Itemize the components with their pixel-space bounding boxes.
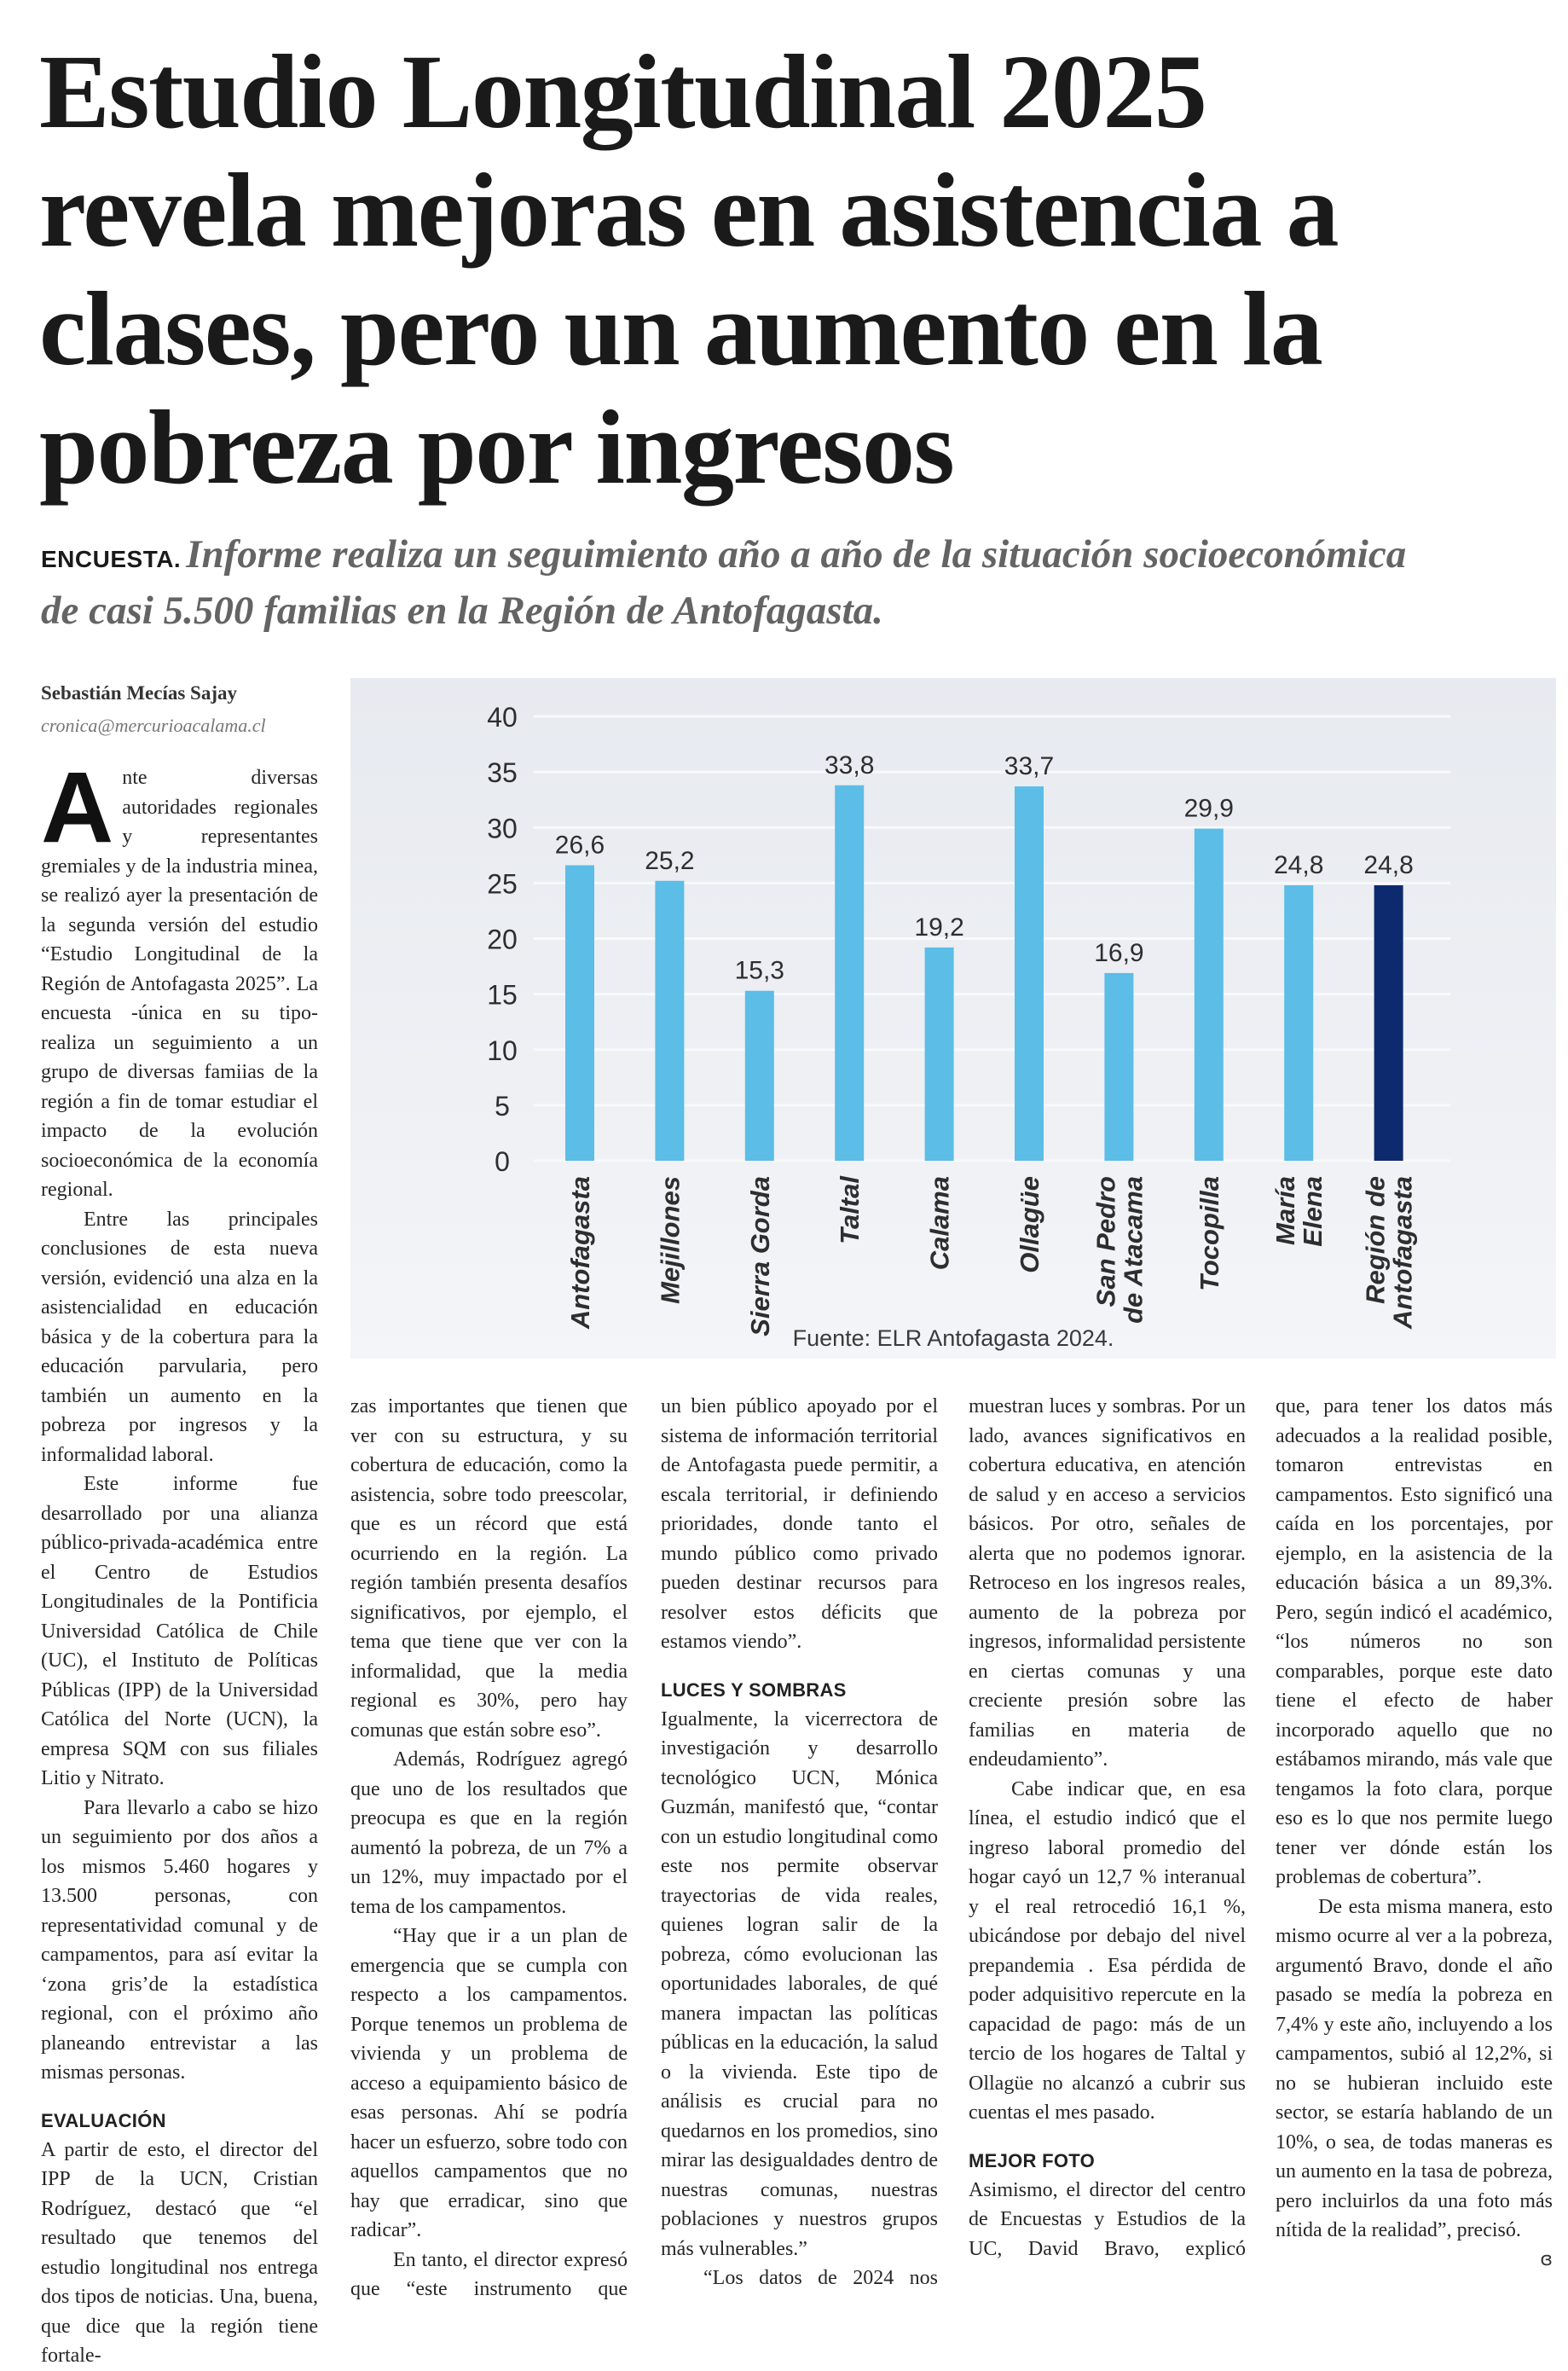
y-tick-label: 0 — [495, 1146, 510, 1177]
x-tick-label: Sierra Gorda — [745, 1176, 775, 1336]
paragraph: “Hay que ir a un plan de emergencia que … — [350, 1925, 628, 2241]
y-tick-label: 20 — [487, 925, 518, 955]
article-column-2: zas importantes que tienen que ver con s… — [350, 1392, 628, 2304]
drop-cap: A — [41, 751, 114, 864]
paragraph: “Los datos de 2024 nos — [703, 2267, 938, 2289]
paragraph-text: De esta misma manera, esto mismo ocurre … — [1276, 1895, 1553, 2242]
subhead-text: Informe realiza un seguimiento año a año… — [186, 532, 1407, 577]
paragraph: Asimismo, el director del centro de Encu… — [969, 2178, 1246, 2260]
x-tick-label: Taltal — [835, 1175, 865, 1244]
paragraph: que, para tener los datos más adecuados … — [1276, 1395, 1553, 1888]
x-tick-label: Ollagüe — [1015, 1176, 1044, 1273]
section-heading-luces-y-sombras: LUCES Y SOMBRAS — [661, 1678, 847, 1701]
data-label: 29,9 — [1184, 795, 1234, 823]
headline-line: revela mejoras en asistencia a — [39, 152, 1339, 269]
bar — [655, 880, 685, 1161]
y-tick-label: 15 — [487, 980, 518, 1011]
paragraph: zas importantes que tienen que ver con s… — [350, 1395, 628, 1742]
bar — [835, 785, 865, 1161]
x-tick-label-line: Región de — [1361, 1176, 1391, 1304]
y-tick-label: 40 — [487, 702, 518, 733]
x-tick-label: MaríaElena — [1270, 1176, 1328, 1247]
x-tick-label: Mejillones — [655, 1176, 685, 1304]
article-column-5: que, para tener los datos más adecuados … — [1276, 1392, 1553, 2275]
x-tick-label-line: Elena — [1298, 1176, 1328, 1247]
x-tick-label: Calama — [925, 1176, 955, 1270]
bar — [1284, 884, 1314, 1161]
x-tick-label-line: Antofagasta — [565, 1176, 595, 1330]
data-label: 16,9 — [1094, 939, 1143, 967]
paragraph: De esta misma manera, esto mismo ocurre … — [1276, 1893, 1553, 2270]
y-tick-label: 30 — [487, 813, 518, 843]
x-tick-label-line: de Atacama — [1118, 1176, 1148, 1324]
headline-line: Estudio Longitudinal 2025 — [39, 33, 1207, 150]
article-column-4: muestran luces y sombras. Por un lado, a… — [969, 1392, 1246, 2264]
y-tick-label: 10 — [487, 1035, 518, 1066]
x-tick-label-line: Tocopilla — [1195, 1176, 1224, 1291]
article-column-3: un bien público apoyado por el sistema d… — [661, 1392, 938, 2293]
x-tick-label-line: San Pedro — [1091, 1176, 1120, 1307]
headline-line: pobreza por ingresos — [39, 389, 955, 506]
bar — [1374, 884, 1403, 1161]
x-tick-label-line: Ollagüe — [1015, 1176, 1044, 1273]
chart-svg: 0 5 10 15 20 25 30 35 40 26,6 Antofagasta 25,2 Mejil… — [487, 702, 1450, 1351]
section-heading-evaluacion: EVALUACIÓN — [41, 2109, 166, 2131]
paragraph-text: nte diversas autoridades regionales y re… — [41, 767, 318, 1201]
data-label: 25,2 — [645, 847, 694, 875]
y-tick-label: 25 — [487, 868, 518, 899]
x-tick-label-line: Sierra Gorda — [745, 1176, 775, 1336]
x-tick-label-line: María — [1270, 1176, 1300, 1245]
x-tick-label-line: Mejillones — [655, 1176, 685, 1304]
paragraph: Entre las principales conclusiones de es… — [41, 1208, 318, 1466]
section-kicker: ENCUESTA. — [41, 546, 182, 572]
x-tick-label-line: Calama — [925, 1176, 955, 1270]
x-tick-label: San Pedrode Atacama — [1091, 1176, 1148, 1324]
x-tick-label: Tocopilla — [1195, 1176, 1224, 1291]
data-label: 26,6 — [555, 832, 605, 860]
subhead-line-2: de casi 5.500 familias en la Región de A… — [41, 588, 883, 633]
bar — [1015, 786, 1044, 1161]
paragraph: un bien público apoyado por el sistema d… — [661, 1395, 938, 1653]
data-label: 33,8 — [825, 751, 874, 780]
y-tick-label: 5 — [495, 1091, 510, 1122]
x-tick-label-line: Antofagasta — [1388, 1176, 1418, 1330]
author-email: cronica@mercurioacalama.cl — [41, 715, 266, 736]
author-byline: Sebastián Mecías Sajay — [41, 682, 237, 704]
headline-line: clases, pero un aumento en la — [39, 270, 1323, 387]
bar — [1194, 828, 1224, 1161]
section-heading-mejor-foto: MEJOR FOTO — [969, 2149, 1096, 2171]
paragraph: A partir de esto, el director del IPP de… — [41, 2138, 318, 2368]
headline: Estudio Longitudinal 2025 revela mejoras… — [39, 32, 1557, 507]
y-tick-label: 35 — [487, 757, 518, 788]
end-of-article-icon: ɞ — [1540, 2248, 1553, 2270]
bar — [744, 990, 774, 1161]
subhead-line-1: ENCUESTA. Informe realiza un seguimiento … — [41, 529, 1567, 585]
paragraph: En tanto, el director expresó que “este … — [350, 2248, 628, 2301]
paragraph: Igualmente, la vicerrectora de investiga… — [661, 1707, 938, 2260]
x-tick-label: Región deAntofagasta — [1361, 1176, 1418, 1330]
data-label: 19,2 — [914, 913, 963, 942]
paragraph: Este informe fue desarrollado por una al… — [41, 1473, 318, 1789]
data-label: 24,8 — [1274, 851, 1323, 879]
data-label: 15,3 — [735, 957, 784, 985]
subheadline: ENCUESTA. Informe realiza un seguimiento … — [41, 529, 1567, 636]
paragraph: muestran luces y sombras. Por un lado, a… — [969, 1395, 1246, 1771]
paragraph: Para llevarlo a cabo se hizo un seguimie… — [41, 1796, 318, 2084]
data-label: 24,8 — [1363, 851, 1413, 879]
data-label: 33,7 — [1004, 752, 1054, 780]
paragraph: Además, Rodríguez agregó que uno de los … — [350, 1748, 628, 1918]
bar — [924, 947, 954, 1161]
x-tick-label-line: Taltal — [835, 1175, 865, 1244]
bar-chart: 0 5 10 15 20 25 30 35 40 26,6 Antofagasta 25,2 Mejil… — [350, 678, 1556, 1359]
bar — [565, 865, 594, 1161]
chart-source-note: Fuente: ELR Antofagasta 2024. — [793, 1325, 1114, 1351]
paragraph: Cabe indicar que, en esa línea, el estud… — [969, 1777, 1246, 2125]
bar — [1104, 972, 1134, 1161]
x-tick-label: Antofagasta — [565, 1176, 595, 1330]
